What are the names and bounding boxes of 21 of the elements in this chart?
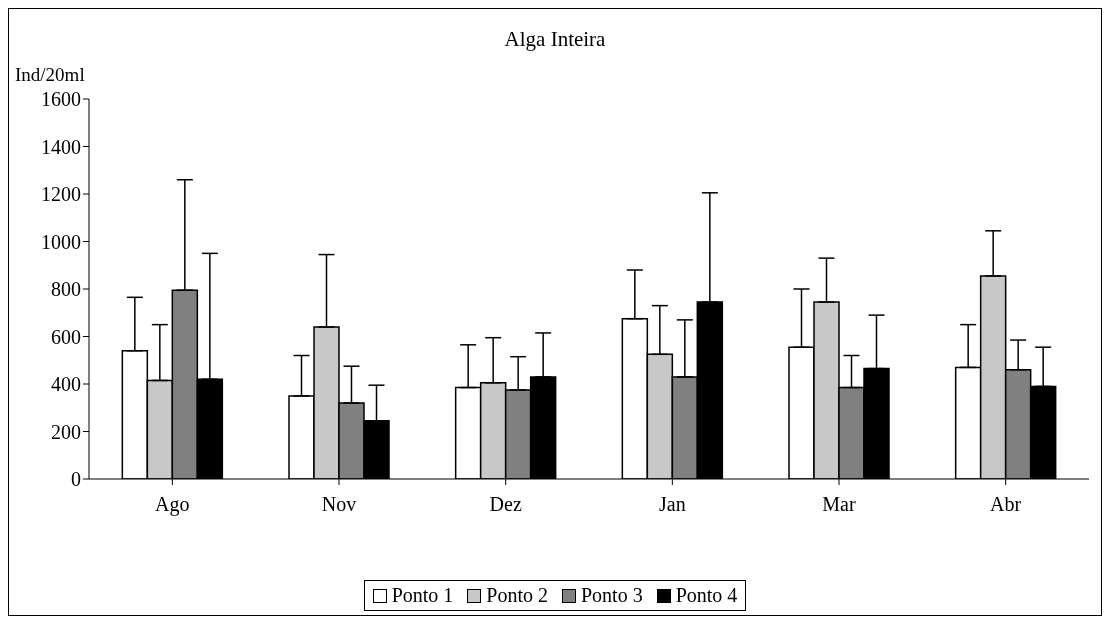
y-tick-label: 1000 <box>41 230 81 253</box>
chart-title: Alga Inteira <box>503 27 607 52</box>
y-tick-label: 800 <box>51 278 81 301</box>
x-tick-label: Ago <box>155 493 190 517</box>
x-tick-label: Abr <box>990 493 1022 516</box>
x-tick-label: Nov <box>321 493 357 516</box>
legend-label: Ponto 2 <box>485 584 548 607</box>
legend-label: Ponto 1 <box>390 584 454 607</box>
x-tick-label: Dez <box>489 493 522 516</box>
x-tick-label: Jan <box>659 493 686 516</box>
y-tick-label: 1400 <box>41 135 81 158</box>
y-tick-label: 600 <box>51 325 81 348</box>
x-tick-label: Mar <box>822 493 856 516</box>
y-tick-label: 0 <box>71 468 81 491</box>
y-tick-label: 1200 <box>41 183 81 206</box>
y-tick-label: 200 <box>51 420 81 443</box>
legend-label: Ponto 4 <box>674 584 738 607</box>
y-tick-label: 400 <box>51 373 81 396</box>
legend-label: Ponto 3 <box>580 584 643 607</box>
y-tick-label: 1600 <box>41 88 81 111</box>
y-axis-title: Ind/20ml <box>15 64 85 86</box>
